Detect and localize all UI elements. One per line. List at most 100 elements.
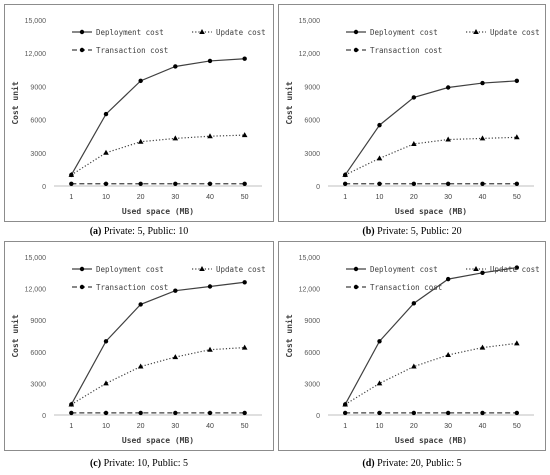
y-tick-label: 12,000 xyxy=(299,51,321,58)
data-point-triangle xyxy=(172,135,179,141)
data-point-triangle xyxy=(207,346,213,352)
data-point-circle xyxy=(480,410,485,416)
y-tick-label: 3000 xyxy=(304,151,320,158)
y-axis-title: Cost unit xyxy=(10,81,20,125)
data-point-triangle xyxy=(68,171,75,177)
chart-frame xyxy=(4,241,274,451)
x-tick-label: 40 xyxy=(479,194,487,201)
legend-label: Transaction cost xyxy=(370,283,442,292)
y-tick-label: 9000 xyxy=(30,84,46,91)
x-tick-label: 50 xyxy=(241,423,249,430)
y-tick-label: 6000 xyxy=(304,350,320,357)
data-point-circle xyxy=(377,339,382,344)
data-point-circle xyxy=(69,410,74,416)
data-point-circle xyxy=(103,339,109,344)
data-point-circle xyxy=(242,280,247,285)
caption-d-label: (d) xyxy=(362,458,375,469)
caption-a-text: Private: 5, Public: 10 xyxy=(103,226,189,237)
x-tick-label: 40 xyxy=(479,423,487,430)
data-point-circle xyxy=(342,410,348,416)
legend-marker xyxy=(473,266,479,271)
data-point-circle xyxy=(480,270,485,275)
legend-marker xyxy=(353,47,359,53)
x-tick-label: 50 xyxy=(241,194,249,201)
chart-c: 0 3000 6000 9000 12,000 15,000 1 10 20 30 40 50 Used… xyxy=(4,241,274,451)
caption-d-text: Private: 20, Public: 5 xyxy=(377,458,462,469)
legend-label: Update cost xyxy=(490,28,540,37)
data-point-triangle xyxy=(103,380,109,386)
data-point-triangle xyxy=(241,132,248,138)
data-point-circle xyxy=(173,64,178,69)
data-point-triangle xyxy=(514,134,520,140)
x-tick-label: 10 xyxy=(376,423,384,430)
data-point-circle xyxy=(173,181,178,186)
x-tick-label: 50 xyxy=(513,194,521,201)
caption-c-text: Private: 10, Public: 5 xyxy=(103,458,189,469)
chart-frame xyxy=(278,241,546,451)
y-tick-label: 3000 xyxy=(30,151,46,158)
data-point-circle xyxy=(138,181,143,186)
x-axis-title: Used space (MB) xyxy=(395,207,467,216)
y-tick-label: 6000 xyxy=(30,118,46,125)
data-point-circle xyxy=(514,265,520,270)
y-tick-label: 15,000 xyxy=(299,255,321,262)
x-tick-label: 20 xyxy=(137,194,145,201)
y-tick-label: 9000 xyxy=(30,318,46,325)
data-point-triangle xyxy=(172,354,179,360)
legend-label: Update cost xyxy=(216,265,266,274)
x-tick-label: 30 xyxy=(171,423,179,430)
legend-marker xyxy=(79,266,85,272)
x-tick-label: 1 xyxy=(343,423,347,430)
data-point-circle xyxy=(342,181,348,186)
x-tick-label: 1 xyxy=(343,194,347,201)
y-axis-title: Cost unit xyxy=(10,314,20,358)
y-tick-label: 9000 xyxy=(304,318,320,325)
data-point-circle xyxy=(207,181,213,186)
y-tick-label: 12,000 xyxy=(25,51,47,58)
data-point-circle xyxy=(103,111,109,117)
data-point-triangle xyxy=(68,401,75,407)
y-axis-title: Cost unit xyxy=(284,314,294,358)
legend-marker xyxy=(199,266,205,271)
x-tick-label: 30 xyxy=(444,423,452,430)
chart-panel-c: 0 3000 6000 9000 12,000 15,000 1 10 20 30 40 50 Used… xyxy=(4,241,274,451)
chart-panel-a: 0 3000 6000 9000 12,000 15,000 1 10 20 30 40 50 Used… xyxy=(4,4,274,222)
data-point-circle xyxy=(138,302,143,307)
data-point-triangle xyxy=(411,140,417,146)
y-tick-label: 3000 xyxy=(30,381,46,388)
data-point-circle xyxy=(242,181,247,186)
x-tick-label: 10 xyxy=(102,194,110,201)
data-point-circle xyxy=(242,410,247,416)
legend-marker xyxy=(353,266,359,272)
data-point-circle xyxy=(69,181,74,186)
chart-panel-d: 0 3000 6000 9000 12,000 15,000 1 10 20 30 40 50 Used… xyxy=(278,241,546,451)
data-point-circle xyxy=(242,56,247,61)
x-tick-label: 1 xyxy=(69,194,73,201)
data-point-triangle xyxy=(137,363,144,369)
caption-d: (d) Private: 20, Public: 5 xyxy=(278,458,546,469)
y-tick-label: 0 xyxy=(42,184,46,191)
data-point-triangle xyxy=(479,344,486,350)
x-tick-label: 20 xyxy=(410,194,418,201)
data-point-circle xyxy=(207,58,213,64)
y-tick-label: 9000 xyxy=(304,84,320,91)
data-point-triangle xyxy=(411,363,417,369)
data-point-circle xyxy=(207,284,213,289)
y-tick-label: 6000 xyxy=(304,118,320,125)
data-point-circle xyxy=(445,276,451,282)
y-tick-label: 3000 xyxy=(304,381,320,388)
legend-marker xyxy=(79,29,85,35)
legend-label: Update cost xyxy=(216,28,266,37)
x-tick-label: 40 xyxy=(206,423,214,430)
x-axis-title: Used space (MB) xyxy=(122,207,194,216)
data-point-triangle xyxy=(207,133,213,139)
x-tick-label: 30 xyxy=(171,194,179,201)
legend-label: Deployment cost xyxy=(96,265,164,274)
y-tick-label: 0 xyxy=(42,413,46,420)
data-point-circle xyxy=(377,410,382,416)
legend-marker xyxy=(353,29,359,35)
legend-label: Transaction cost xyxy=(96,46,168,55)
y-tick-label: 12,000 xyxy=(25,287,47,294)
x-tick-label: 10 xyxy=(376,194,384,201)
data-point-circle xyxy=(411,181,417,186)
